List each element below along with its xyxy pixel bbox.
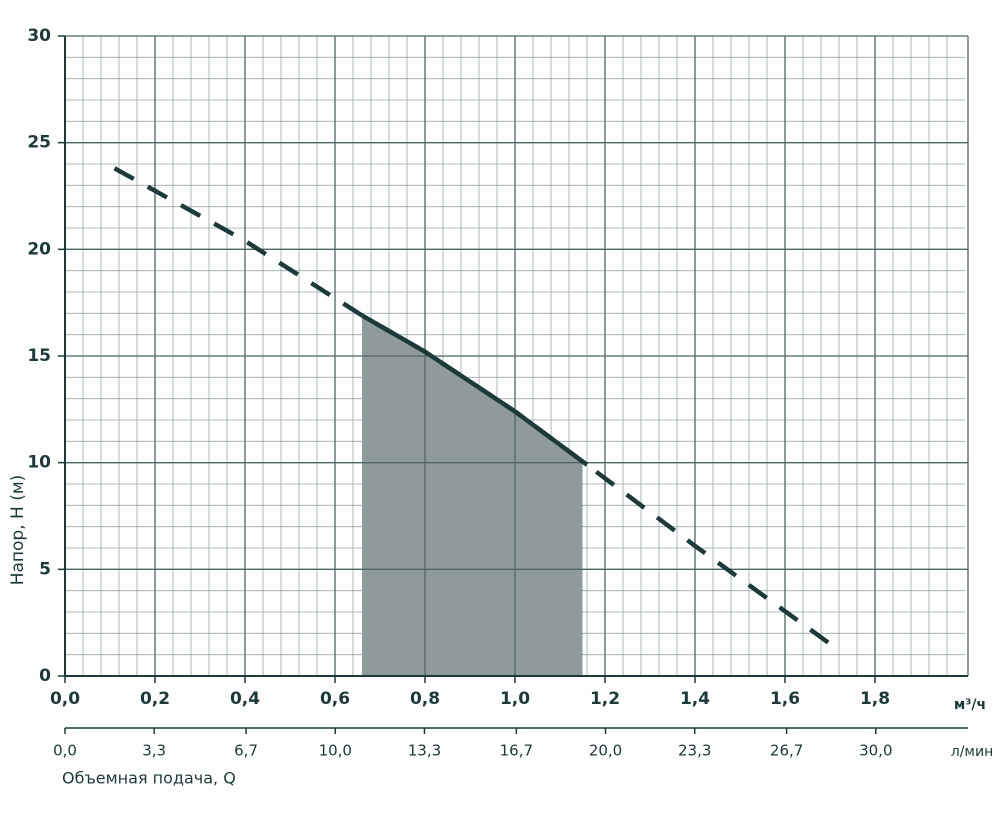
x-tick-label: 1,4 — [680, 689, 710, 709]
curve-solid — [360, 313, 589, 467]
x2-tick-label: 3,3 — [142, 742, 166, 760]
y-axis-label: Напор, H (м) — [8, 475, 28, 586]
x2-unit: л/мин — [951, 744, 993, 760]
x-tick-label: 1,2 — [590, 689, 620, 709]
x2-tick-label: 20,0 — [589, 742, 622, 760]
y-tick-label: 30 — [27, 26, 51, 46]
x2-tick-label: 30,0 — [859, 742, 892, 760]
x-tick-label: 1,6 — [770, 689, 800, 709]
x-tick-label: 1,0 — [500, 689, 530, 709]
x-tick-label: 0,4 — [230, 689, 260, 709]
x2-tick-label: 23,3 — [678, 742, 711, 760]
x-tick-label: 0,8 — [410, 689, 440, 709]
x2-tick-label: 26,7 — [770, 742, 803, 760]
y-tick-label: 5 — [39, 559, 51, 579]
y-tick-label: 0 — [39, 666, 51, 686]
x-tick-label: 0,2 — [140, 689, 170, 709]
y-tick-label: 15 — [27, 346, 51, 366]
x-tick-label: 1,8 — [860, 689, 890, 709]
x2-tick-label: 13,3 — [408, 742, 441, 760]
x-tick-label: 0,6 — [320, 689, 350, 709]
x2-tick-label: 10,0 — [319, 742, 352, 760]
x2-tick-label: 16,7 — [500, 742, 533, 760]
x-unit: м³/ч — [954, 697, 986, 713]
working-range — [362, 315, 583, 676]
y-tick-label: 20 — [27, 239, 51, 259]
y-tick-label: 25 — [27, 133, 51, 153]
y-tick-label: 10 — [27, 453, 51, 473]
x2-tick-label: 6,7 — [234, 742, 258, 760]
x-tick-label: 0,0 — [50, 689, 80, 709]
x-axis-label: Объемная подача, Q — [62, 769, 236, 788]
x2-tick-label: 0,0 — [53, 742, 77, 760]
curve-dashed — [113, 166, 841, 653]
